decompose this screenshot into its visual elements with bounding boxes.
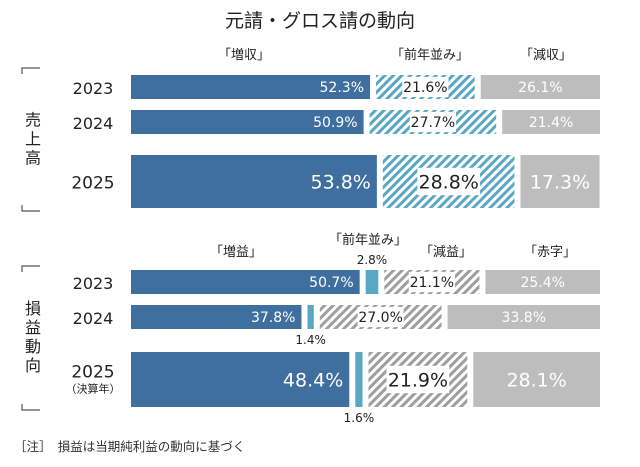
- bar-profit-2024-s1: [307, 305, 314, 329]
- group-bracket-bottom: [21, 205, 40, 212]
- legend-label-sales-s1: 「前年並み」: [391, 47, 469, 63]
- data-label-sales-2025-s0: 53.8%: [311, 171, 371, 193]
- legend-label-profit-s1: 「前年並み」: [329, 232, 407, 248]
- bar-profit-2023-s3: [485, 270, 600, 294]
- data-label-profit-2023-s0: 50.7%: [309, 275, 353, 291]
- category-label-2025: 2025: [71, 363, 114, 383]
- category-sub-label: （決算年）: [66, 382, 121, 396]
- group-label-profit-char: 損: [25, 299, 41, 318]
- group-label-profit-char: 向: [25, 356, 41, 375]
- data-label-box: [357, 306, 404, 328]
- bar-profit-2025-s3: [473, 352, 600, 407]
- category-label-2024: 2024: [73, 114, 114, 133]
- group-bracket-top: [21, 265, 40, 272]
- group-bracket-top: [21, 67, 40, 74]
- bar-sales-2025-s2: [520, 155, 600, 208]
- group-label-profit-char: 動: [25, 337, 41, 356]
- bar-profit-2023-s0: [131, 270, 360, 294]
- bar-sales-2024-s0: [131, 110, 364, 134]
- data-label-box: [417, 167, 481, 196]
- data-label-sales-2024-s2: 21.4%: [529, 115, 573, 131]
- data-label-profit-2024-s2: 27.0%: [358, 310, 402, 326]
- data-label-sales-2025-s1: 28.8%: [418, 171, 478, 193]
- category-label-2023: 2023: [73, 274, 114, 293]
- data-label-profit-2025-s3: 28.1%: [506, 369, 566, 391]
- bar-profit-2024-s3: [447, 305, 600, 329]
- category-label-2025: 2025: [71, 174, 114, 194]
- data-label-profit-2024-s1: 1.4%: [295, 333, 326, 347]
- data-label-profit-2023-s1: 2.8%: [357, 253, 388, 267]
- legend-label-profit-s2: 「減益」: [420, 244, 472, 260]
- group-label-sales-char: 高: [25, 149, 41, 168]
- data-label-sales-2023-s2: 26.1%: [518, 80, 562, 96]
- data-label-sales-2023-s1: 21.6%: [403, 80, 447, 96]
- bar-profit-2025-s0: [131, 352, 350, 407]
- group-label-sales-char: 上: [25, 130, 41, 149]
- data-label-profit-2025-s1: 1.6%: [344, 411, 375, 425]
- data-label-box: [386, 365, 450, 394]
- group-label-sales-char: 売: [25, 111, 41, 130]
- category-label-2024: 2024: [73, 309, 114, 328]
- data-label-profit-2023-s2: 21.1%: [410, 275, 454, 291]
- bar-profit-2025-s1: [355, 352, 363, 407]
- data-label-box: [408, 271, 455, 293]
- legend-label-sales-s0: 「増収」: [218, 48, 270, 63]
- data-label-profit-2024-s3: 33.8%: [502, 310, 546, 326]
- group-bracket-bottom: [21, 404, 40, 411]
- legend-label-sales-s2: 「減収」: [520, 47, 572, 63]
- data-label-box: [409, 111, 457, 133]
- bar-sales-2023-s2: [480, 75, 600, 99]
- data-label-profit-2023-s3: 25.4%: [520, 275, 564, 291]
- footnote: ［注］ 損益は当期純利益の動向に基づく: [14, 439, 246, 454]
- data-label-profit-2025-s0: 48.4%: [283, 369, 343, 391]
- chart-title: 元請・グロス請の動向: [225, 10, 415, 32]
- bar-profit-2023-s1: [365, 270, 379, 294]
- legend-label-profit-s3: 「赤字」: [524, 245, 576, 260]
- data-label-profit-2024-s0: 37.8%: [251, 310, 295, 326]
- data-label-sales-2025-s2: 17.3%: [530, 171, 590, 193]
- legend-label-profit-s0: 「増益」: [210, 245, 262, 260]
- bar-sales-2024-s2: [502, 110, 600, 134]
- data-label-sales-2023-s0: 52.3%: [320, 80, 364, 96]
- data-label-box: [402, 76, 449, 98]
- data-label-sales-2024-s0: 50.9%: [313, 115, 357, 131]
- bar-sales-2023-s0: [131, 75, 371, 99]
- bar-profit-2024-s0: [131, 305, 302, 329]
- bar-sales-2025-s0: [131, 155, 377, 208]
- category-label-2023: 2023: [73, 79, 114, 98]
- group-label-profit-char: 益: [25, 318, 41, 337]
- data-label-profit-2025-s2: 21.9%: [388, 369, 448, 391]
- data-label-sales-2024-s1: 27.7%: [411, 115, 455, 131]
